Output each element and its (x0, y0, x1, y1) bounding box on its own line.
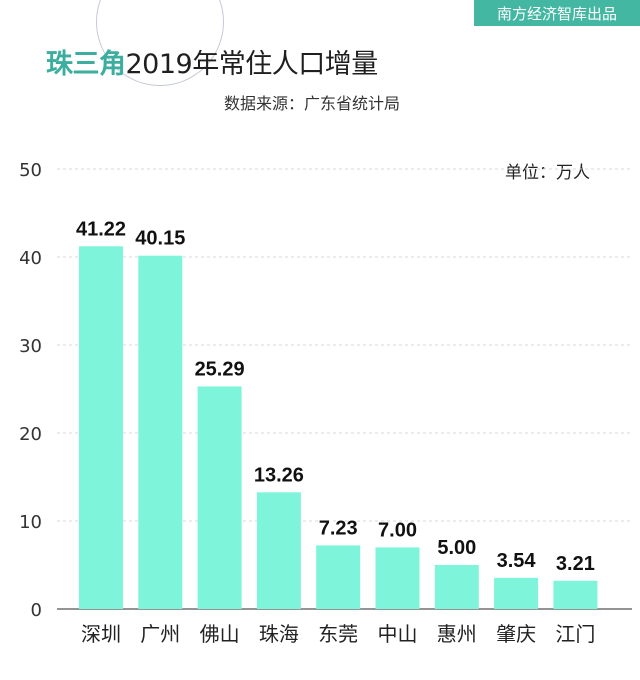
category-label: 佛山 (200, 622, 240, 646)
data-label: 3.21 (556, 553, 595, 575)
data-label: 3.54 (497, 550, 537, 572)
bar (494, 577, 539, 609)
bar (553, 580, 598, 609)
bar (79, 246, 123, 609)
bar (256, 492, 301, 609)
data-label: 13.26 (254, 464, 304, 486)
y-tick-label: 0 (31, 600, 42, 621)
brand-banner: 南方经济智库出品 (474, 0, 640, 26)
data-label: 7.23 (319, 517, 358, 539)
data-label: 7.00 (378, 519, 417, 541)
y-tick-label: 10 (19, 512, 42, 533)
category-label: 广州 (140, 622, 180, 646)
data-label: 41.22 (76, 218, 126, 240)
bar (197, 386, 242, 609)
category-label: 肇庆 (496, 622, 536, 646)
chart-title: 珠三角2019年常住人口增量 (46, 42, 378, 81)
bar (375, 547, 420, 609)
y-tick-label: 40 (19, 248, 42, 269)
data-source: 数据来源：广东省统计局 (224, 94, 401, 113)
y-tick-label: 20 (19, 424, 42, 445)
category-label: 江门 (555, 622, 595, 646)
title-rest: 2019年常住人口增量 (125, 49, 379, 80)
category-label: 东莞 (318, 622, 358, 646)
y-tick-label: 30 (19, 336, 42, 357)
category-label: 中山 (378, 622, 418, 646)
data-label: 40.15 (135, 228, 185, 250)
bar (138, 255, 183, 609)
unit-label: 单位：万人 (505, 163, 590, 183)
category-label: 深圳 (81, 622, 121, 646)
data-label: 5.00 (437, 537, 476, 559)
y-tick-label: 50 (19, 160, 42, 181)
data-label: 25.29 (195, 358, 245, 380)
title-accent: 珠三角 (46, 49, 126, 80)
category-label: 惠州 (437, 622, 477, 646)
category-label: 珠海 (259, 622, 299, 646)
bar (316, 545, 361, 609)
bar (434, 565, 479, 609)
